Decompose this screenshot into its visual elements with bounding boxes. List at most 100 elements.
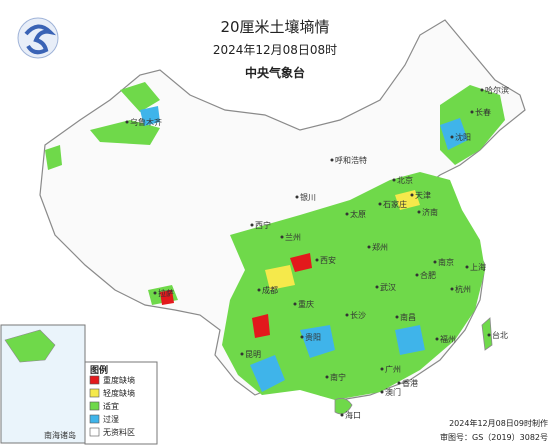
city-dot: [125, 120, 129, 124]
city-dot: [410, 193, 414, 197]
city-label: 武汉: [380, 282, 396, 292]
city-label: 海口: [345, 410, 361, 420]
map: [39, 19, 526, 415]
city-dot: [330, 158, 334, 162]
city-label: 乌鲁木齐: [130, 117, 162, 127]
city-label: 重庆: [298, 299, 314, 309]
wet-region: [300, 325, 335, 358]
city-label: 南昌: [400, 312, 416, 322]
city-dot: [470, 110, 474, 114]
taiwan: [481, 317, 493, 351]
city-dot: [487, 333, 491, 337]
city-dot: [480, 88, 484, 92]
city-dot: [280, 235, 284, 239]
city-label: 成都: [262, 285, 278, 295]
city-dot: [450, 287, 454, 291]
city-dot: [378, 202, 382, 206]
legend-label: 适宜: [103, 401, 119, 411]
legend-swatch: [89, 375, 100, 385]
city-label: 天津: [415, 190, 431, 200]
city-dot: [240, 352, 244, 356]
city-dot: [375, 285, 379, 289]
city-label: 拉萨: [158, 288, 174, 298]
moist-region: [120, 82, 160, 112]
city-dot: [153, 291, 157, 295]
severe-dry-region: [290, 253, 312, 272]
legend-title: 图例: [90, 364, 108, 376]
city-label: 银川: [300, 192, 316, 202]
city-label: 南宁: [330, 372, 346, 382]
legend-label: 过湿: [103, 414, 119, 424]
legend-label: 重度缺墒: [103, 375, 135, 385]
city-dot: [300, 335, 304, 339]
city-dot: [293, 302, 297, 306]
city-dot: [415, 273, 419, 277]
city-label: 合肥: [420, 270, 436, 280]
city-dot: [465, 265, 469, 269]
legend-label: 轻度缺墒: [103, 388, 135, 398]
city-label: 广州: [385, 364, 401, 374]
city-label: 太原: [350, 209, 366, 219]
city-dot: [257, 288, 261, 292]
city-dot: [395, 315, 399, 319]
wet-region: [140, 106, 160, 126]
moist-region: [90, 120, 160, 145]
city-dot: [315, 258, 319, 262]
inset-land: [4, 329, 56, 363]
logo-mark: [24, 24, 57, 55]
city-dot: [345, 313, 349, 317]
city-label: 西安: [320, 255, 336, 265]
wet-region: [250, 355, 285, 392]
legend-label: 无资料区: [103, 427, 135, 437]
city-label: 福州: [440, 335, 456, 344]
legend-swatch: [89, 401, 100, 411]
city-label: 西宁: [255, 220, 271, 230]
subtitle: 2024年12月08日08时: [213, 43, 337, 57]
dry-region: [265, 265, 295, 290]
severe-dry-region: [160, 290, 174, 305]
hainan: [334, 397, 353, 415]
city-label: 贵阳: [305, 332, 321, 342]
city-label: 昆明: [245, 350, 261, 359]
city-dot: [417, 210, 421, 214]
city-dot: [325, 375, 329, 379]
city-label: 呼和浩特: [335, 155, 367, 165]
city-label: 杭州: [455, 284, 471, 294]
wet-region: [395, 325, 425, 355]
legend-swatch: [89, 388, 100, 398]
city-dot: [380, 367, 384, 371]
city-label: 台北: [492, 330, 508, 340]
city-dot: [397, 381, 401, 385]
city-dot: [340, 413, 344, 417]
city-dot: [367, 245, 371, 249]
city-label: 哈尔滨: [485, 85, 509, 95]
footer-made: 2024年12月08日09时制作: [449, 418, 548, 428]
city-label: 香港: [402, 378, 418, 388]
city-dot: [435, 337, 439, 341]
city-label: 南京: [438, 257, 454, 267]
wet-region: [440, 118, 468, 150]
city-label: 澳门: [385, 387, 401, 397]
agency: 中央气象台: [245, 65, 305, 80]
city-dot: [295, 195, 299, 199]
city-label: 长沙: [350, 310, 366, 320]
city-label: 郑州: [372, 242, 388, 252]
city-label: 长春: [475, 107, 491, 117]
city-label: 兰州: [285, 232, 301, 242]
city-label: 沈阳: [455, 132, 471, 142]
city-label: 石家庄: [383, 199, 407, 209]
inset-label: 南海诸岛: [44, 430, 76, 440]
city-dot: [250, 223, 254, 227]
city-label: 上海: [470, 262, 486, 272]
legend-swatch: [89, 427, 100, 437]
footer-approval: 审图号：GS（2019）3082号: [440, 432, 548, 442]
severe-dry-region: [252, 314, 270, 338]
title: 20厘米土壤墒情: [220, 18, 329, 36]
moist-region: [45, 145, 62, 170]
dry-region: [395, 190, 420, 210]
city-dot: [450, 135, 454, 139]
city-label: 济南: [422, 207, 438, 217]
